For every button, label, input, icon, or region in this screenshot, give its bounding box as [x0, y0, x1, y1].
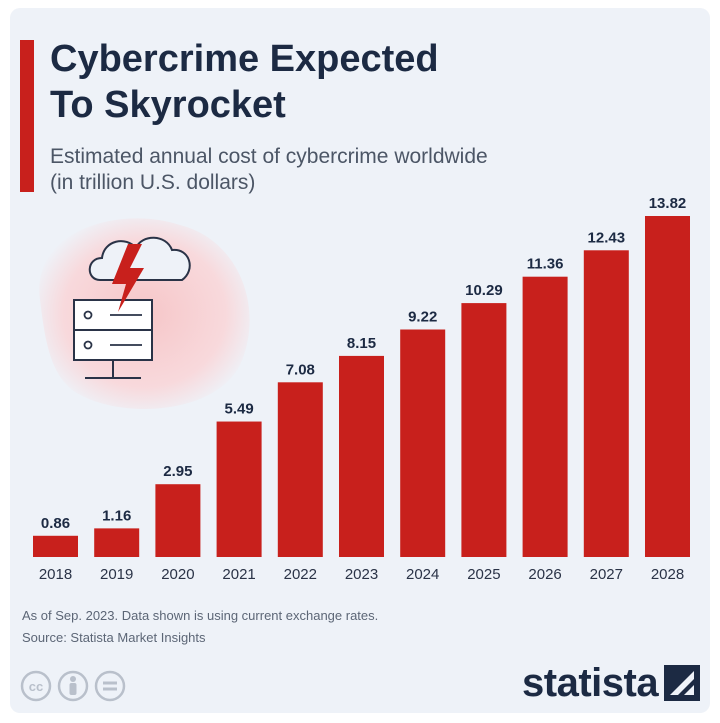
licence-icons: cc: [20, 670, 126, 702]
no-derivatives-icon[interactable]: [94, 670, 126, 702]
brand-wordmark: statista: [522, 660, 659, 705]
value-label-2022: 7.08: [286, 361, 315, 378]
title-line-1: Cybercrime Expected: [50, 38, 439, 80]
value-label-2023: 8.15: [347, 335, 376, 352]
bar-2018: [33, 535, 78, 557]
title-line-2: To Skyrocket: [50, 84, 286, 126]
value-label-2021: 5.49: [224, 401, 253, 418]
bar-2025: [461, 303, 507, 557]
x-tick-2026: 2026: [528, 566, 561, 583]
value-label-2025: 10.29: [465, 282, 503, 299]
x-tick-2018: 2018: [39, 566, 72, 583]
value-label-2026: 11.36: [527, 256, 564, 273]
bar-2028: [645, 216, 690, 557]
bar-2027: [583, 250, 629, 557]
x-tick-2020: 2020: [161, 566, 194, 583]
title-accent-bar: [20, 40, 34, 192]
x-tick-2023: 2023: [345, 566, 378, 583]
x-tick-2025: 2025: [467, 566, 500, 583]
chart-footnote: As of Sep. 2023. Data shown is using cur…: [22, 605, 378, 649]
bar-2022: [277, 382, 323, 557]
bar-2020: [155, 484, 201, 557]
x-tick-2022: 2022: [284, 566, 317, 583]
chart-subtitle: Estimated annual cost of cybercrime worl…: [50, 144, 670, 196]
value-label-2018: 0.86: [41, 515, 70, 532]
value-label-2028: 13.82: [649, 195, 687, 212]
subtitle-line-2: (in trillion U.S. dollars): [50, 171, 256, 194]
attribution-icon[interactable]: [57, 670, 89, 702]
x-tick-2019: 2019: [100, 566, 133, 583]
statista-mark-icon: [664, 665, 701, 701]
value-label-2024: 9.22: [408, 309, 437, 326]
bar-2023: [339, 355, 384, 557]
statista-logo[interactable]: statista: [522, 658, 701, 708]
chart-title: Cybercrime Expected To Skyrocket: [50, 36, 670, 128]
bar-2024: [400, 329, 446, 557]
data-note: As of Sep. 2023. Data shown is using cur…: [22, 608, 379, 623]
bar-2019: [94, 528, 140, 557]
x-tick-2027: 2027: [590, 566, 623, 583]
x-tick-2024: 2024: [406, 566, 439, 583]
x-tick-2028: 2028: [651, 566, 684, 583]
value-label-2019: 1.16: [102, 507, 131, 524]
bar-2026: [522, 276, 568, 557]
bar-2021: [216, 421, 262, 557]
svg-text:cc: cc: [29, 679, 43, 694]
source-note: Source: Statista Market Insights: [22, 630, 206, 645]
value-label-2020: 2.95: [163, 463, 192, 480]
value-label-2027: 12.43: [588, 229, 626, 246]
x-tick-2021: 2021: [222, 566, 255, 583]
cc-icon[interactable]: cc: [20, 670, 52, 702]
subtitle-line-1: Estimated annual cost of cybercrime worl…: [50, 145, 488, 168]
